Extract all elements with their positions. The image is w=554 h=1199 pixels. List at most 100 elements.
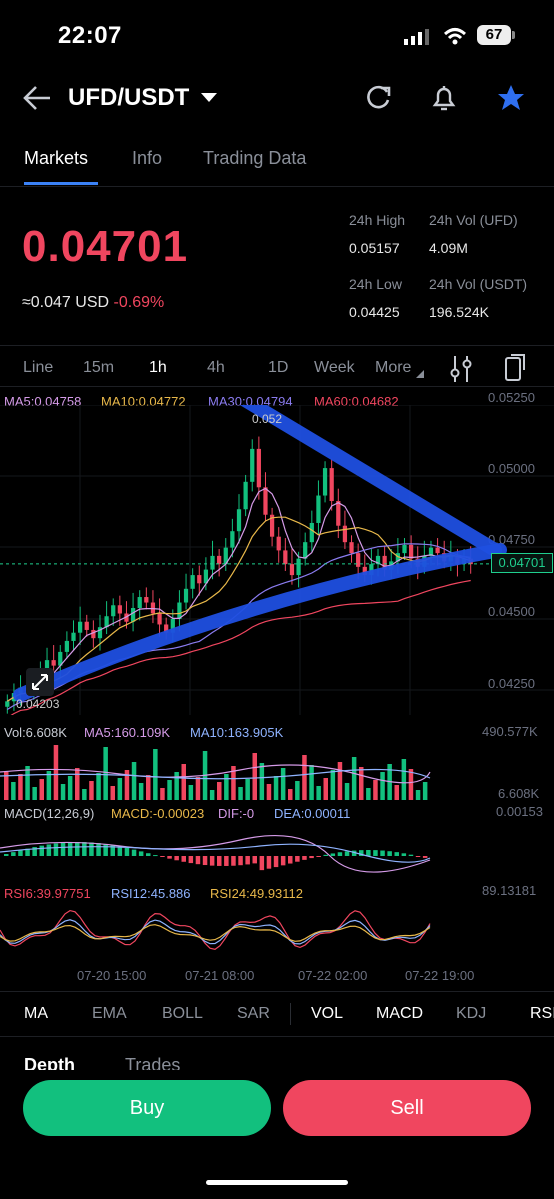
candle-body	[336, 501, 341, 526]
ind-tab-kdj[interactable]: KDJ	[456, 1005, 487, 1022]
macd-bar	[32, 847, 37, 856]
volume-bar	[124, 770, 130, 800]
star-icon[interactable]	[496, 83, 526, 113]
interval-more[interactable]: More	[375, 359, 412, 376]
macd-bar	[280, 856, 286, 866]
ind-tab-boll[interactable]: BOLL	[162, 1005, 203, 1022]
more-triangle-icon	[416, 370, 424, 378]
candle-body	[97, 627, 103, 639]
expand-icon	[32, 674, 48, 690]
approx-price: ≈0.047	[22, 294, 71, 311]
candle-body	[84, 621, 89, 630]
interval-1d[interactable]: 1D	[268, 359, 289, 376]
candle-body	[137, 597, 142, 609]
annotation-stroke	[13, 543, 507, 702]
back-arrow-icon[interactable]	[22, 84, 52, 112]
time-label: 07-21 08:00	[185, 968, 255, 983]
volume-bar	[266, 784, 272, 800]
volume-bar	[82, 789, 87, 800]
tab-info[interactable]: Info	[132, 148, 163, 168]
macd-bar	[309, 856, 314, 859]
candle-body	[322, 468, 328, 496]
ind-tab-macd[interactable]: MACD	[376, 1005, 424, 1022]
macd-axis-top: 0.00153	[496, 804, 543, 819]
vol-ufd-value: 4.09M	[429, 240, 468, 256]
interval-15m[interactable]: 15m	[83, 359, 115, 376]
interval-1h[interactable]: 1h	[149, 359, 167, 376]
candle-body	[230, 531, 235, 548]
volume-bar	[181, 764, 186, 800]
volume-bar	[103, 747, 108, 800]
rsi24-legend: RSI24:49.93112	[210, 886, 303, 901]
chevron-down-icon[interactable]	[201, 93, 217, 103]
candle-body	[362, 566, 367, 576]
candle-body	[269, 514, 275, 537]
macd-bar	[153, 855, 158, 857]
macd-bar	[337, 852, 343, 856]
volume-bar	[53, 745, 59, 800]
macd-bar	[401, 853, 407, 856]
macd-bar	[238, 856, 243, 866]
volume-bar	[302, 755, 307, 800]
high-label: 24h High	[349, 212, 406, 228]
candle-body	[217, 555, 222, 565]
macd-bar	[394, 852, 399, 856]
ind-tab-sar[interactable]: SAR	[237, 1005, 270, 1022]
candle-body	[44, 660, 50, 672]
volume-bar	[323, 778, 328, 800]
indicator-settings-icon[interactable]	[450, 356, 472, 382]
candle-body	[203, 569, 209, 584]
candle-body	[58, 651, 63, 666]
macd-bar	[146, 853, 151, 856]
macd-bar	[231, 856, 236, 866]
refresh-icon[interactable]	[364, 84, 392, 112]
buy-button[interactable]: Buy	[23, 1080, 271, 1136]
bell-icon[interactable]	[430, 83, 458, 113]
macd-bar	[245, 856, 250, 865]
volume-bar	[67, 776, 73, 800]
pair-title[interactable]: UFD/USDT	[68, 84, 190, 111]
interval-line[interactable]: Line	[23, 359, 54, 376]
volume-bar	[309, 765, 314, 800]
interval-week[interactable]: Week	[314, 359, 355, 376]
tab-markets[interactable]: Markets	[24, 148, 89, 168]
low-marker: 0.04203	[16, 697, 60, 711]
candle-body	[164, 624, 169, 633]
candle-body	[124, 613, 129, 622]
divider	[0, 991, 554, 992]
sell-button[interactable]: Sell	[283, 1080, 531, 1136]
candle-body	[289, 564, 295, 576]
candle-body	[71, 632, 76, 641]
tab-trading-data[interactable]: Trading Data	[203, 148, 307, 168]
volume-bar	[344, 783, 350, 800]
volume-bar	[96, 773, 101, 800]
interval-4h[interactable]: 4h	[207, 359, 225, 376]
rsi-chart	[0, 909, 431, 950]
macd-bar	[75, 842, 80, 856]
volume-bar	[259, 763, 265, 800]
current-price-tag: 0.04701	[491, 553, 553, 573]
candle-body	[130, 608, 136, 622]
ind-tab-ema[interactable]: EMA	[92, 1005, 127, 1022]
macd-bar	[266, 856, 272, 869]
macd-value: MACD:-0.00023	[111, 806, 205, 821]
volume-bar	[46, 771, 52, 800]
dea-value: DEA:0.00011	[274, 806, 351, 821]
volume-bar	[401, 759, 407, 800]
macd-bar	[259, 856, 265, 871]
ind-tab-rsi[interactable]: RSI	[530, 1005, 554, 1022]
macd-bar	[138, 851, 144, 856]
candle-body	[256, 448, 261, 488]
vol-axis-bottom: 6.608K	[498, 786, 540, 801]
ind-tab-vol[interactable]: VOL	[311, 1005, 344, 1022]
expand-button[interactable]	[26, 668, 54, 696]
landscape-toggle-icon[interactable]	[502, 354, 526, 382]
macd-bar	[373, 850, 378, 856]
candle-body	[243, 481, 248, 510]
candlestick-chart[interactable]	[0, 405, 554, 715]
time-label: 07-22 02:00	[298, 968, 368, 983]
candle-body	[375, 555, 381, 565]
ind-tab-ma[interactable]: MA	[24, 1005, 48, 1022]
currency: USD	[75, 294, 110, 311]
macd-bar	[160, 856, 165, 857]
